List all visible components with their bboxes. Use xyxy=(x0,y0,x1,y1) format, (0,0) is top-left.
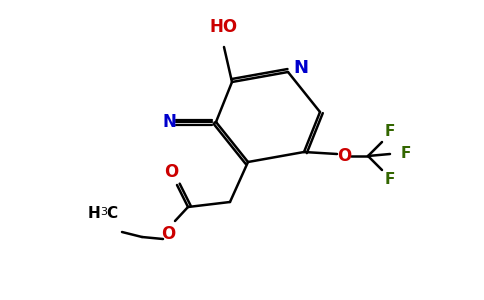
Text: O: O xyxy=(337,147,351,165)
Text: H: H xyxy=(87,206,100,220)
Text: C: C xyxy=(106,206,117,221)
Text: HO: HO xyxy=(210,18,238,36)
Text: 3: 3 xyxy=(100,207,107,217)
Text: F: F xyxy=(385,124,395,140)
Text: O: O xyxy=(164,163,178,181)
Text: F: F xyxy=(385,172,395,188)
Text: F: F xyxy=(401,146,411,161)
Text: N: N xyxy=(162,113,176,131)
Text: N: N xyxy=(293,59,308,77)
Text: O: O xyxy=(161,225,175,243)
